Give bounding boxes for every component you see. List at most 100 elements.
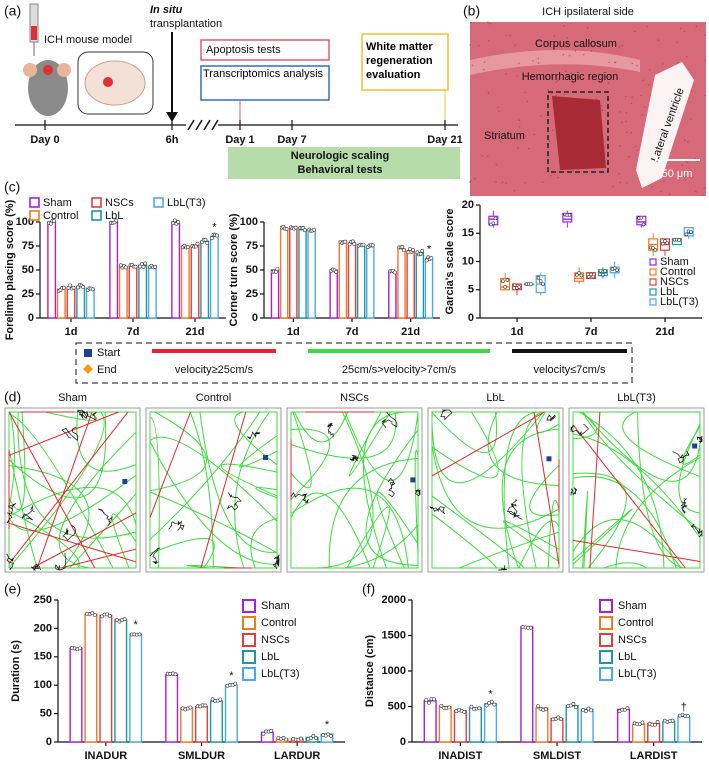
- legend-label: 25cm/s>velocity>7cm/s: [342, 364, 457, 376]
- dot: [477, 706, 482, 711]
- cell: [470, 22, 472, 24]
- track-legend: Start End velocity≥25cm/s 25cm/s>velocity>7…: [83, 347, 627, 376]
- x-tick-label: SMLDUR: [178, 750, 225, 762]
- annotation: *: [325, 719, 330, 731]
- cell: [497, 106, 499, 108]
- legend-label: Control: [660, 266, 695, 278]
- dot: [426, 700, 431, 705]
- x-tick-label: 7d: [127, 326, 140, 338]
- cell: [486, 155, 489, 158]
- arena: [568, 407, 705, 573]
- dot: [133, 264, 138, 269]
- legend-label: Sham: [261, 600, 290, 612]
- dot: [203, 237, 208, 242]
- dot: [172, 218, 177, 223]
- bar: [483, 702, 498, 743]
- dot: [512, 283, 517, 287]
- cell: [487, 21, 489, 24]
- dot: [559, 717, 563, 721]
- transplant-label: transplantation: [150, 18, 222, 30]
- track-slow: [440, 409, 453, 421]
- micrograph-text: ICH ipsilateral side Corpus callosum Hem…: [484, 6, 700, 180]
- track-fast: [60, 548, 137, 569]
- dot: [432, 697, 436, 702]
- cell: [487, 91, 490, 94]
- legend-swatch: [649, 298, 657, 306]
- x-tick-label: 1d: [65, 326, 78, 338]
- y-tick-label: 250: [34, 594, 52, 606]
- cell: [527, 147, 530, 150]
- legend-swatch: [649, 268, 657, 276]
- track-medium: [458, 531, 560, 569]
- dot: [651, 246, 655, 250]
- y-tick-label: 0: [252, 312, 258, 324]
- start-marker: [84, 349, 92, 357]
- arena-edge: [572, 411, 701, 569]
- cell: [661, 63, 664, 65]
- cell: [524, 181, 527, 184]
- legend-swatch: [599, 650, 613, 664]
- bar: [424, 257, 434, 319]
- cell: [619, 181, 622, 184]
- dot: [583, 709, 588, 714]
- legend-label: Sham: [660, 256, 689, 268]
- track-medium: [502, 520, 560, 563]
- dot: [586, 275, 591, 279]
- bar: [406, 250, 415, 319]
- legend-label: LbL(T3): [660, 296, 699, 308]
- y-axis-label: Corner turn score (%): [228, 213, 240, 326]
- cell: [495, 181, 497, 183]
- track-medium: [572, 433, 701, 538]
- cell: [703, 94, 706, 97]
- dot: [195, 241, 200, 246]
- cell: [513, 189, 516, 192]
- y-tick-label: 20: [462, 199, 474, 211]
- dot: [137, 632, 142, 637]
- panel-label: (c): [4, 179, 20, 195]
- bar: [190, 244, 200, 319]
- legend-swatch: [599, 633, 613, 647]
- bar: [118, 266, 128, 319]
- dot: [205, 241, 210, 245]
- dot: [361, 242, 366, 247]
- track-medium: [8, 465, 90, 569]
- dot: [214, 233, 219, 238]
- cell: [518, 119, 521, 122]
- legend-label: Control: [618, 617, 653, 629]
- track-medium: [572, 508, 633, 565]
- dot: [52, 218, 57, 223]
- y-tick-label: 500: [388, 700, 406, 712]
- dot: [665, 241, 670, 245]
- cell: [547, 89, 549, 91]
- cell: [495, 163, 498, 166]
- bar: [356, 244, 366, 319]
- dot: [299, 736, 303, 741]
- cell: [611, 185, 614, 188]
- legend-label: Start: [97, 347, 120, 359]
- annotation: *: [229, 670, 234, 682]
- track-slow: [680, 498, 688, 514]
- cell: [590, 50, 593, 52]
- cell: [505, 34, 508, 37]
- track-medium: [316, 411, 374, 569]
- track-slow: [247, 431, 261, 440]
- dot: [210, 697, 215, 702]
- dot: [536, 276, 541, 280]
- track-medium: [579, 411, 665, 569]
- track-medium: [8, 411, 26, 511]
- y-tick-label: 50: [40, 708, 52, 720]
- cell: [626, 131, 628, 133]
- track-medium: [414, 449, 419, 557]
- dot: [541, 282, 545, 286]
- tests-box: [228, 147, 460, 179]
- cell: [516, 75, 518, 78]
- cell: [552, 129, 554, 131]
- track-medium: [582, 411, 701, 531]
- dot: [603, 269, 607, 273]
- cell: [469, 44, 472, 46]
- dot: [577, 271, 581, 275]
- dot: [176, 220, 181, 224]
- mouse-icon: [28, 60, 68, 116]
- cell: [537, 57, 540, 60]
- cell: [683, 139, 686, 142]
